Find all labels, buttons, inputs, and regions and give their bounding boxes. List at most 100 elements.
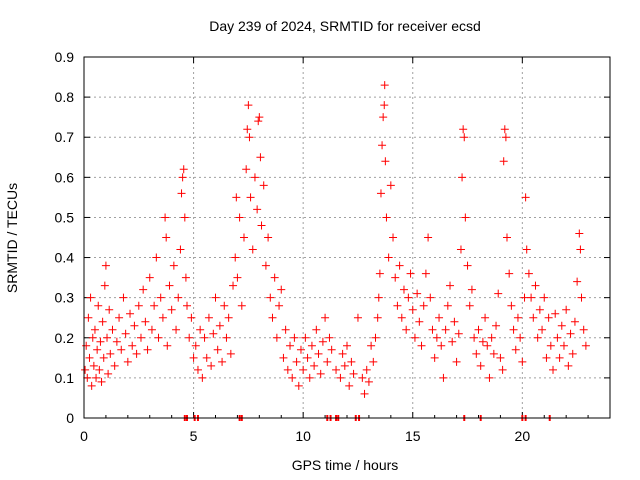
- data-point: [502, 233, 511, 242]
- data-point: [181, 273, 190, 282]
- data-point: [167, 305, 176, 314]
- data-point: [250, 173, 259, 182]
- data-point: [275, 301, 284, 310]
- data-point: [364, 377, 373, 386]
- data-point: [499, 157, 508, 166]
- data-point: [141, 317, 150, 326]
- data-point: [139, 285, 148, 294]
- data-point: [264, 233, 273, 242]
- data-point: [369, 357, 378, 366]
- data-point: [209, 329, 218, 338]
- data-point: [544, 313, 553, 322]
- data-point: [459, 125, 468, 134]
- data-point: [162, 233, 171, 242]
- data-point: [169, 261, 178, 270]
- data-point: [397, 313, 406, 322]
- data-point: [94, 301, 103, 310]
- data-point: [314, 349, 323, 358]
- data-point: [381, 157, 390, 166]
- data-point: [103, 333, 112, 342]
- data-point: [533, 333, 542, 342]
- data-point: [524, 269, 533, 278]
- data-point: [130, 321, 139, 330]
- data-point: [382, 213, 391, 222]
- data-point: [83, 373, 92, 382]
- data-point: [511, 345, 520, 354]
- data-point: [505, 269, 514, 278]
- data-point: [577, 293, 586, 302]
- plot-frame: [83, 56, 611, 419]
- data-point: [358, 373, 367, 382]
- data-point: [243, 125, 252, 134]
- data-point: [218, 357, 227, 366]
- data-point: [461, 213, 470, 222]
- data-point: [566, 329, 575, 338]
- data-point: [498, 365, 507, 374]
- data-point: [179, 165, 188, 174]
- data-point: [123, 357, 132, 366]
- data-point: [187, 313, 196, 322]
- data-point: [380, 101, 389, 110]
- data-point: [286, 341, 295, 350]
- data-point: [487, 333, 496, 342]
- data-point: [542, 353, 551, 362]
- data-point: [134, 301, 143, 310]
- data-point: [119, 293, 128, 302]
- data-point: [239, 233, 248, 242]
- data-point: [448, 337, 457, 346]
- data-point: [404, 293, 413, 302]
- data-point: [198, 373, 207, 382]
- data-point: [549, 365, 558, 374]
- data-point: [281, 325, 290, 334]
- y-tick-label: 0: [66, 410, 74, 426]
- data-point: [200, 333, 209, 342]
- data-point: [458, 173, 467, 182]
- y-tick-label: 0.5: [55, 209, 75, 225]
- data-point: [395, 261, 404, 270]
- data-point: [158, 313, 167, 322]
- data-point: [87, 381, 96, 390]
- data-point: [270, 273, 279, 282]
- data-point: [391, 273, 400, 282]
- data-point: [375, 269, 384, 278]
- data-point: [527, 293, 536, 302]
- data-point: [193, 365, 202, 374]
- data-point: [564, 361, 573, 370]
- data-point: [402, 325, 411, 334]
- data-point: [189, 353, 198, 362]
- data-point: [521, 193, 530, 202]
- data-point: [90, 325, 99, 334]
- data-point: [261, 261, 270, 270]
- data-point: [95, 365, 104, 374]
- chart-title: Day 239 of 2024, SRMTID for receiver ecs…: [209, 18, 481, 34]
- data-point: [143, 345, 152, 354]
- data-point: [96, 337, 105, 346]
- data-point: [301, 333, 310, 342]
- y-tick-label: 0.2: [55, 330, 75, 346]
- data-point: [492, 321, 501, 330]
- data-points: [81, 81, 590, 398]
- data-point: [540, 293, 549, 302]
- data-point: [226, 349, 235, 358]
- data-point: [546, 341, 555, 350]
- data-point: [426, 293, 435, 302]
- data-point: [178, 173, 187, 182]
- data-point: [303, 353, 312, 362]
- y-tick-label: 0.9: [55, 49, 75, 65]
- data-point: [478, 337, 487, 346]
- data-point: [132, 349, 141, 358]
- data-point: [450, 317, 459, 326]
- y-tick-label: 0.7: [55, 129, 75, 145]
- data-point: [257, 221, 266, 230]
- data-point: [507, 301, 516, 310]
- data-point: [376, 189, 385, 198]
- x-axis-label: GPS time / hours: [292, 457, 399, 473]
- data-point: [279, 353, 288, 362]
- data-point: [340, 361, 349, 370]
- data-point: [573, 277, 582, 286]
- data-point: [393, 301, 402, 310]
- data-point: [165, 281, 174, 290]
- data-point: [379, 113, 388, 122]
- data-point: [538, 325, 547, 334]
- data-point: [437, 341, 446, 350]
